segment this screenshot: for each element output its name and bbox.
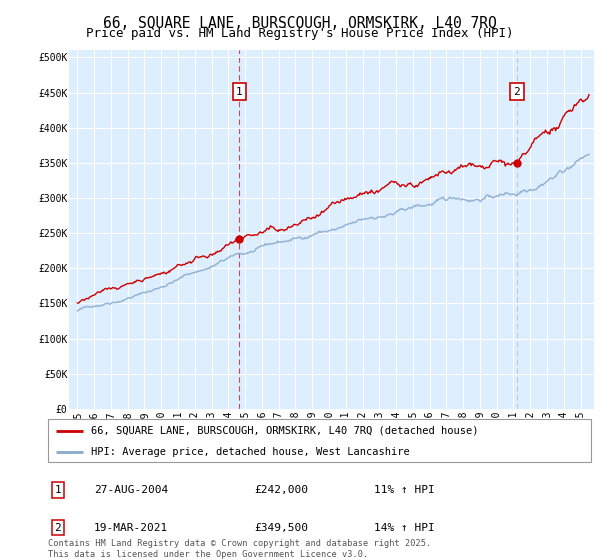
Text: 1: 1 <box>55 485 61 495</box>
Text: 66, SQUARE LANE, BURSCOUGH, ORMSKIRK, L40 7RQ (detached house): 66, SQUARE LANE, BURSCOUGH, ORMSKIRK, L4… <box>91 426 479 436</box>
Text: 2: 2 <box>514 87 520 97</box>
Text: £242,000: £242,000 <box>254 485 308 495</box>
Text: HPI: Average price, detached house, West Lancashire: HPI: Average price, detached house, West… <box>91 447 410 457</box>
Text: 27-AUG-2004: 27-AUG-2004 <box>94 485 169 495</box>
Text: Contains HM Land Registry data © Crown copyright and database right 2025.
This d: Contains HM Land Registry data © Crown c… <box>48 539 431 559</box>
Text: 14% ↑ HPI: 14% ↑ HPI <box>374 522 434 533</box>
Text: 66, SQUARE LANE, BURSCOUGH, ORMSKIRK, L40 7RQ: 66, SQUARE LANE, BURSCOUGH, ORMSKIRK, L4… <box>103 16 497 31</box>
Text: Price paid vs. HM Land Registry's House Price Index (HPI): Price paid vs. HM Land Registry's House … <box>86 27 514 40</box>
Text: £349,500: £349,500 <box>254 522 308 533</box>
FancyBboxPatch shape <box>48 419 591 462</box>
Text: 19-MAR-2021: 19-MAR-2021 <box>94 522 169 533</box>
Text: 1: 1 <box>236 87 242 97</box>
Text: 2: 2 <box>55 522 61 533</box>
Text: 11% ↑ HPI: 11% ↑ HPI <box>374 485 434 495</box>
